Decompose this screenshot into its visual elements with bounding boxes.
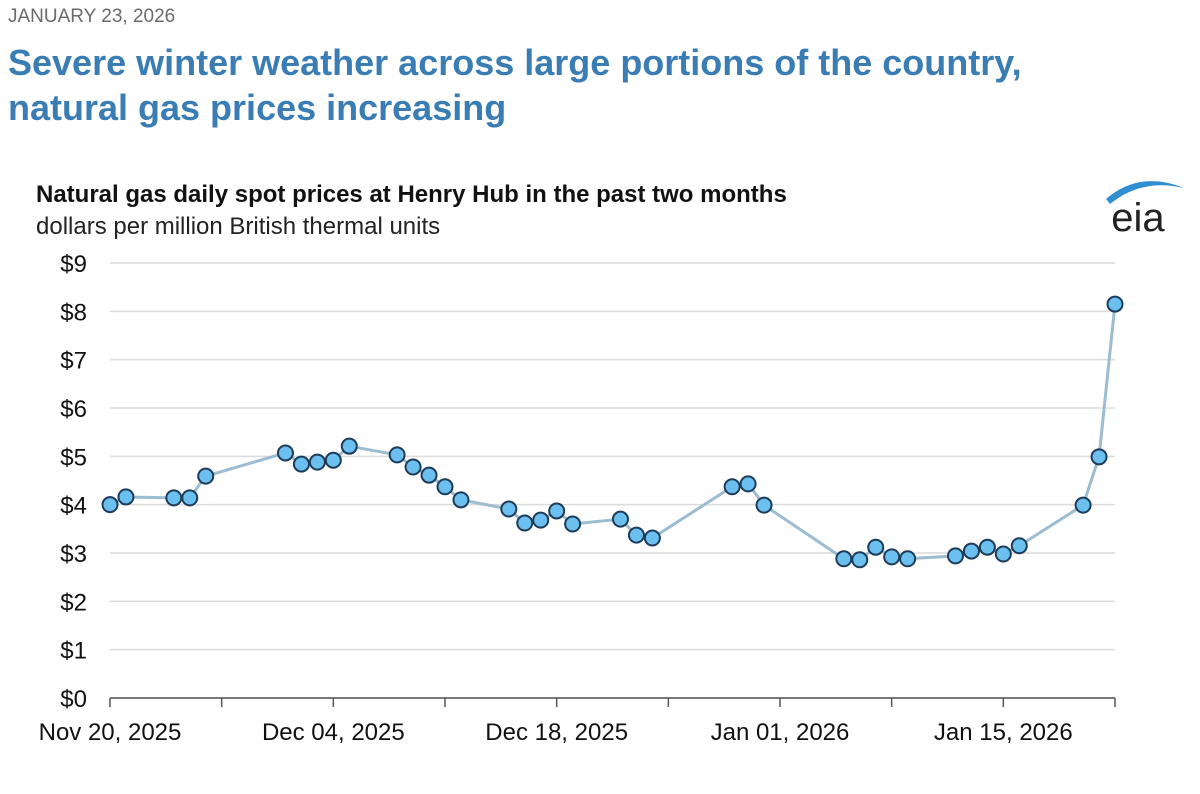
x-tick-label: Jan 15, 2026 bbox=[934, 719, 1073, 746]
date: JANUARY 23, 2026 bbox=[8, 6, 176, 27]
x-tick-label: Dec 18, 2025 bbox=[485, 719, 628, 746]
data-point bbox=[867, 538, 885, 556]
data-point bbox=[452, 491, 470, 509]
x-tick-label: Nov 20, 2025 bbox=[39, 719, 182, 746]
data-point bbox=[1090, 448, 1108, 466]
data-point bbox=[755, 496, 773, 514]
data-point bbox=[101, 496, 119, 514]
data-point bbox=[548, 502, 566, 520]
y-tick-label: $8 bbox=[60, 299, 87, 326]
data-point bbox=[1106, 295, 1124, 313]
data-point bbox=[564, 515, 582, 533]
data-point bbox=[181, 489, 199, 507]
y-tick-label: $3 bbox=[60, 541, 87, 568]
chart-subtitle: dollars per million British thermal unit… bbox=[36, 213, 440, 240]
headline-line: natural gas prices increasing bbox=[8, 87, 507, 128]
headline: Severe winter weather across large porti… bbox=[8, 40, 1022, 130]
data-point bbox=[643, 529, 661, 547]
data-point bbox=[835, 550, 853, 568]
data-point bbox=[994, 545, 1012, 563]
x-tick-label: Jan 01, 2026 bbox=[711, 719, 850, 746]
data-point bbox=[978, 538, 996, 556]
data-point bbox=[276, 444, 294, 462]
data-point bbox=[436, 478, 454, 496]
y-tick-label: $1 bbox=[60, 638, 87, 665]
data-point bbox=[165, 489, 183, 507]
data-point bbox=[117, 488, 135, 506]
y-tick-label: $5 bbox=[60, 444, 87, 471]
x-tick-label: Dec 04, 2025 bbox=[262, 719, 405, 746]
data-point bbox=[404, 458, 422, 476]
data-point bbox=[1010, 537, 1028, 555]
data-point bbox=[1074, 496, 1092, 514]
data-point bbox=[388, 446, 406, 464]
data-point bbox=[340, 437, 358, 455]
y-tick-label: $4 bbox=[60, 493, 87, 520]
y-tick-label: $7 bbox=[60, 348, 87, 375]
data-point bbox=[420, 466, 438, 484]
data-point bbox=[851, 551, 869, 569]
data-point bbox=[946, 547, 964, 565]
data-point bbox=[292, 455, 310, 473]
data-point bbox=[899, 550, 917, 568]
data-point bbox=[324, 451, 342, 469]
chart-title: Natural gas daily spot prices at Henry H… bbox=[36, 181, 787, 208]
data-point bbox=[532, 511, 550, 529]
y-tick-label: $2 bbox=[60, 589, 87, 616]
data-point bbox=[739, 475, 757, 493]
data-point bbox=[611, 510, 629, 528]
headline-line: Severe winter weather across large porti… bbox=[8, 42, 1022, 83]
data-point bbox=[723, 478, 741, 496]
data-point bbox=[197, 467, 215, 485]
y-tick-label: $0 bbox=[60, 686, 87, 713]
data-point bbox=[308, 453, 326, 471]
logo: eia bbox=[1111, 196, 1165, 240]
y-tick-label: $6 bbox=[60, 396, 87, 423]
data-point bbox=[883, 548, 901, 566]
data-point bbox=[627, 526, 645, 544]
data-point bbox=[500, 500, 518, 518]
data-point bbox=[516, 514, 534, 532]
y-tick-label: $9 bbox=[60, 251, 87, 278]
data-point bbox=[962, 542, 980, 560]
logo-swoosh bbox=[1106, 181, 1184, 204]
